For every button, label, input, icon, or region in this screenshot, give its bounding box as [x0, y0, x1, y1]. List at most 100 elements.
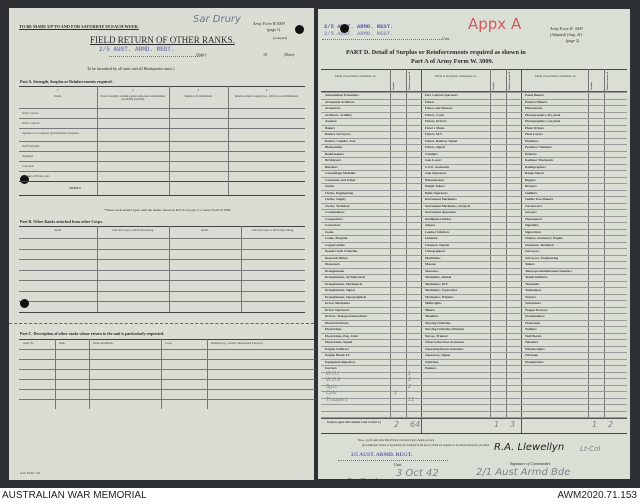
- column-header: Detail.: [201, 229, 209, 232]
- column-header: Remarks (e.g., present whereabouts if kn…: [211, 342, 264, 345]
- formation-caption: Bde., Divn., Area, etc., with which unit…: [483, 479, 553, 483]
- col-line: [390, 69, 391, 417]
- rule: [19, 195, 305, 196]
- row-line: [19, 359, 315, 360]
- specialty-label: Millwrights: [425, 301, 442, 306]
- specialty-label: Plate Layers: [525, 132, 543, 137]
- specialty-label: Dispensers: [325, 262, 341, 267]
- adapted-label: (Adapted): [273, 36, 288, 40]
- totals-label: TOTALS: [69, 186, 81, 190]
- specialty-label: Painters: [425, 366, 437, 371]
- row-line: [19, 349, 315, 350]
- rule: [321, 91, 627, 92]
- col-line: [97, 86, 98, 195]
- col-line: [169, 226, 170, 312]
- column-header: Detail of Specialists, Tradesmen, etc.: [335, 75, 377, 78]
- row-label: Serjeants: [22, 154, 33, 158]
- column-header: Detail.: [54, 95, 62, 98]
- specialty-label: Turners: [525, 294, 537, 299]
- specialty-label: Driver Mechanics: [325, 301, 351, 306]
- specialty-label: Toolmakers: [525, 288, 542, 293]
- row-line: [321, 339, 627, 340]
- specialty-label: Shoemakers: [525, 216, 543, 221]
- col-line: [207, 339, 208, 409]
- specialty-label: Gun Operators: [425, 171, 447, 176]
- caption-left: AUSTRALIAN WAR MEMORIAL: [2, 490, 147, 501]
- specialty-label: Fitters, Drivers: [425, 119, 447, 124]
- total-value: 1: [592, 420, 598, 429]
- unit-line: [338, 460, 448, 461]
- rule: [19, 312, 305, 313]
- row-line: [321, 248, 627, 249]
- punch-hole: [20, 175, 29, 184]
- row-line: [19, 399, 315, 400]
- handwritten-reinf: 2: [408, 383, 412, 390]
- row-label: W.Os. Class I.: [22, 111, 40, 115]
- totals-note: *These totals should agree with the deta…: [104, 208, 232, 212]
- caption-right: AWM2020.71.153: [557, 490, 637, 501]
- handwritten-name: Sar Drury: [193, 14, 241, 25]
- row-line: [321, 118, 627, 119]
- specialty-label: Artificers, Artillery: [325, 112, 353, 117]
- specialty-label: Electricians, Eng. Units: [325, 333, 359, 338]
- row-line: [321, 228, 627, 230]
- part-d-title-line2: Part A of Army Form W. 3009.: [411, 58, 494, 65]
- subtitle: To be furnished by all units and all Hea…: [87, 66, 175, 71]
- specialty-label: Draughtsmen, Signal: [325, 288, 355, 293]
- rule: [19, 181, 305, 182]
- column-header: Reinforcements required (i.e., deficits …: [234, 95, 299, 98]
- specialty-label: Nursing Orderlies: [425, 320, 451, 325]
- column-number: 2: [132, 88, 134, 92]
- row-line: [19, 161, 305, 162]
- specialty-label: Observation Post Assistants: [425, 340, 465, 345]
- row-line: [321, 280, 627, 282]
- specialty-label: Riveters: [525, 184, 537, 189]
- row-line: [321, 235, 627, 236]
- rule: [321, 69, 627, 70]
- row-line: [321, 150, 627, 152]
- specialty-label: Miners: [425, 307, 436, 312]
- specialty-label: Surveyors, Engineering: [525, 255, 559, 260]
- handwritten-label: W.O.II: [326, 377, 341, 383]
- row-line: [19, 301, 305, 302]
- specialty-label: Operators, Signal: [425, 353, 450, 358]
- specialty-label: Watchmakers: [525, 314, 545, 319]
- num-header: Surplus: [590, 82, 593, 90]
- row-line: [321, 267, 627, 269]
- specialty-label: Axemen: [325, 119, 337, 124]
- row-line: [321, 163, 627, 165]
- specialty-label: Panel Beaters: [525, 93, 545, 98]
- num-header: Surplus: [492, 82, 495, 90]
- specialty-label: Carpenter and Joiner: [325, 177, 356, 182]
- row-line: [321, 391, 627, 392]
- specialty-label: Concreters: [325, 223, 341, 228]
- specialty-label: Welders: [525, 327, 537, 332]
- specialty-label: Sawyers: [525, 210, 537, 215]
- specialty-label: Wagon Erectors: [525, 307, 548, 312]
- unit-label: (Unit): [196, 52, 206, 57]
- row-line: [321, 144, 627, 145]
- handwritten-reinf: 2: [408, 377, 412, 383]
- specialty-label: Battery Surveyors: [325, 132, 351, 137]
- row-line: [321, 170, 627, 171]
- unit-line: [322, 39, 442, 40]
- punch-hole: [340, 24, 349, 33]
- specialty-label: Draughtsmen, Mechanical: [325, 281, 363, 286]
- specialty-label: Plumbers: [525, 138, 539, 143]
- form-id: Army Form W. 3009: [550, 26, 583, 31]
- row-line: [321, 417, 627, 418]
- specialty-label: Blacksmiths: [325, 145, 343, 150]
- column-header: Army No.: [23, 342, 35, 345]
- specialty-label: Tailors: [525, 262, 535, 267]
- specialty-label: Farriers: [325, 366, 337, 371]
- rule: [321, 433, 627, 434]
- col-line: [228, 86, 229, 195]
- punch-hole: [20, 299, 29, 308]
- column-header: Detail.: [54, 229, 62, 232]
- specialty-label: Electricians: [325, 327, 342, 332]
- row-label: Corporals: [22, 164, 34, 168]
- rule: [19, 86, 305, 87]
- despatch-date: 3 Oct 42: [396, 468, 439, 479]
- row-line: [321, 131, 627, 132]
- rule: [19, 226, 305, 227]
